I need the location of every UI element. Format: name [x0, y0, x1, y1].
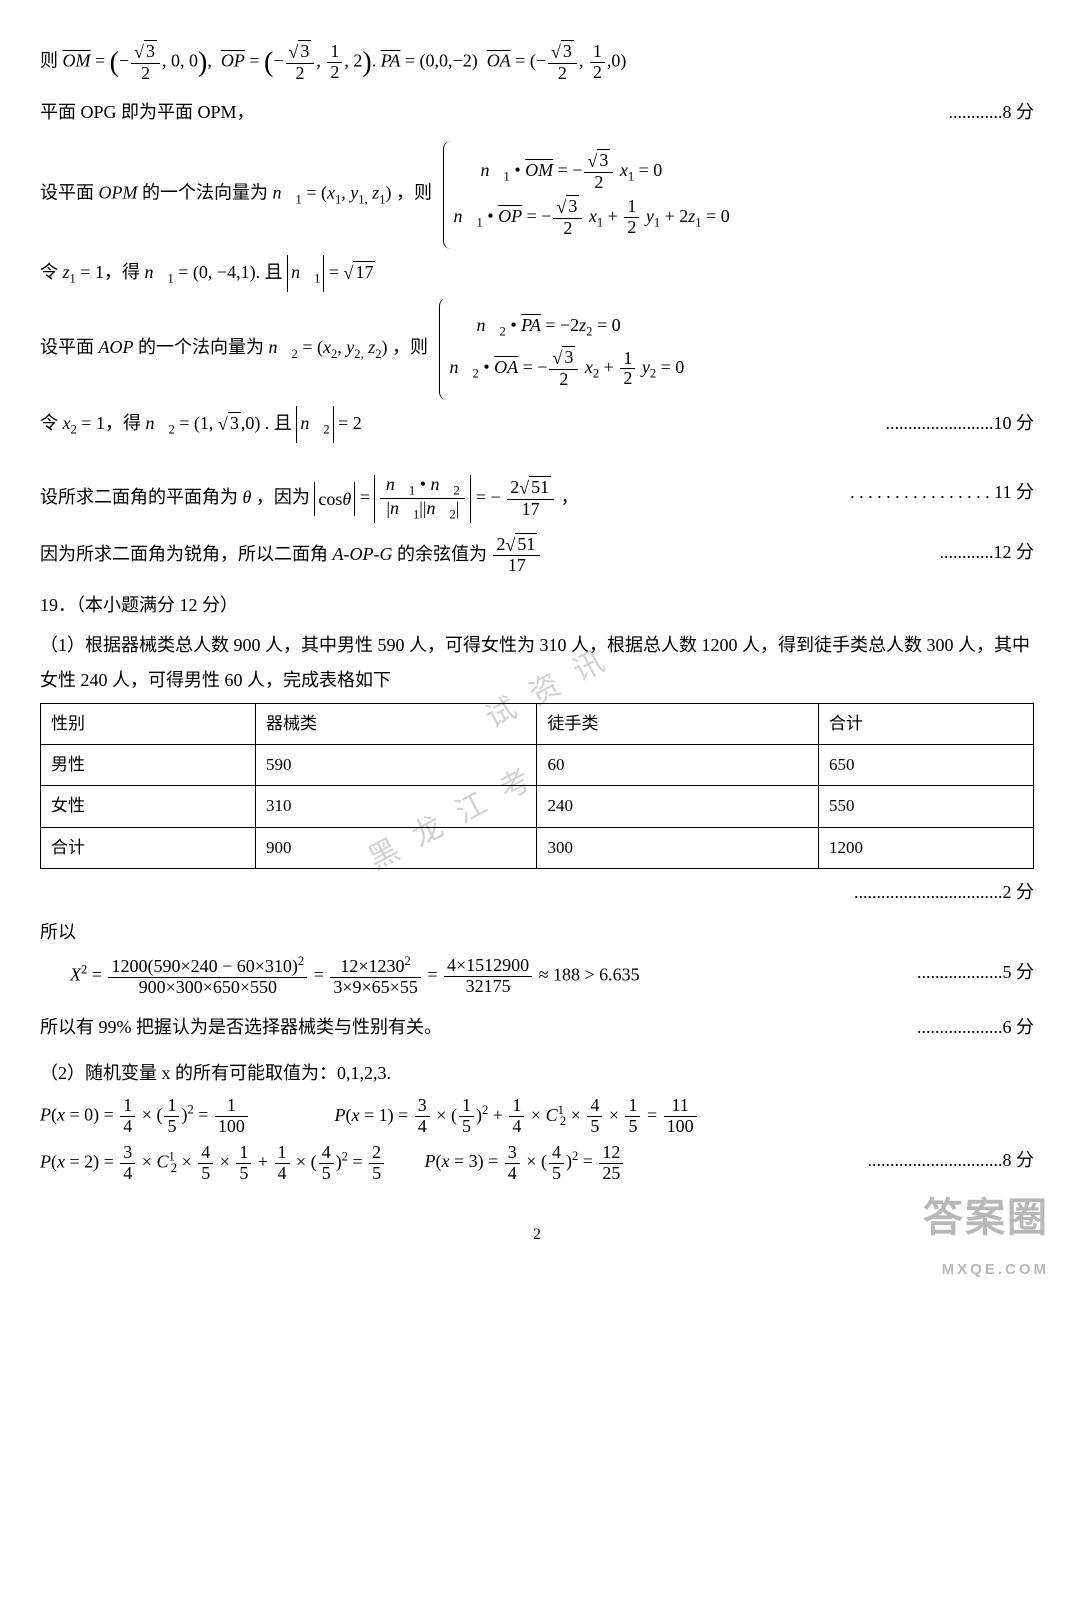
th-total: 合计	[818, 703, 1033, 744]
equation-om-op: 则 OM = (−√32, 0, 0), OP = (−√32, 12, 2).…	[40, 36, 1034, 89]
l2-text: 平面 OPG 即为平面 OPM，	[40, 102, 255, 122]
dihedral-conclusion: 因为所求二面角为锐角，所以二面角 A-OP-G 的余弦值为 2√5117 ...…	[40, 535, 1034, 577]
table-score: .................................2 分	[854, 875, 1034, 909]
normal-n1-system: 设平面 OPM 的一个法向量为 n⃗1 = (x1, y1, z1) ，则 n⃗…	[40, 141, 1034, 248]
th-equipment: 器械类	[256, 703, 537, 744]
n2-result: 令 x2 = 1，得 n⃗2 = (1, √3,0) . 且 n⃗2 = 2 .…	[40, 406, 1034, 443]
so-label: 所以	[40, 915, 1034, 949]
part2-intro: （2）随机变量 x 的所有可能取值为：0,1,2,3.	[40, 1056, 1034, 1090]
normal-n2-system: 设平面 AOP 的一个法向量为 n⃗2 = (x2, y2, z2) ，则 n⃗…	[40, 298, 1034, 400]
logo-small: MXQE.COM	[923, 1256, 1049, 1285]
concl-score: ...................6 分	[917, 1010, 1034, 1044]
n1-result: 令 z1 = 1，得 n⃗1 = (0, −4,1). 且 n⃗1 = √17	[40, 255, 1034, 292]
prob-row1: P(x = 0) = 14 × (15)2 = 1100 P(x = 1) = …	[40, 1096, 1034, 1137]
l8-score: ............12 分	[940, 535, 1035, 569]
l2-score: ............8 分	[949, 95, 1035, 129]
l6-score: ........................10 分	[886, 406, 1035, 440]
q19-title: 19．（本小题满分 12 分）	[40, 588, 1034, 622]
chi-square-eq: X2 = 1200(590×240 − 60×310)2900×300×650×…	[40, 955, 1034, 998]
logo-big: 答案圈	[923, 1180, 1049, 1256]
px-score: ..............................8 分	[868, 1143, 1035, 1177]
eq1-prefix: 则	[40, 51, 58, 71]
chi2-score: ...................5 分	[917, 955, 1034, 989]
page-number: 2	[40, 1220, 1034, 1250]
cos-theta: 设所求二面角的平面角为 θ ，因为 cosθ = n⃗1 • n⃗2|n⃗1||…	[40, 475, 1034, 523]
th-gender: 性别	[41, 703, 256, 744]
gender-equipment-table: 性别 器械类 徒手类 合计 男性 590 60 650 女性 310 240 5…	[40, 703, 1034, 869]
footer-watermark-logo: 答案圈 MXQE.COM	[923, 1180, 1049, 1285]
q19-part1: （1）根据器械类总人数 900 人，其中男性 590 人，可得女性为 310 人…	[40, 628, 1034, 696]
th-barehand: 徒手类	[537, 703, 818, 744]
plane-opg-opm: 平面 OPG 即为平面 OPM， ............8 分	[40, 95, 1034, 129]
prob-row2: P(x = 2) = 34 × C12 × 45 × 15 + 14 × (45…	[40, 1143, 1034, 1184]
l7-score: . . . . . . . . . . . . . . . . 11 分	[850, 475, 1034, 509]
chi2-conclusion: 所以有 99% 把握认为是否选择器械类与性别有关。 ..............…	[40, 1010, 1034, 1044]
